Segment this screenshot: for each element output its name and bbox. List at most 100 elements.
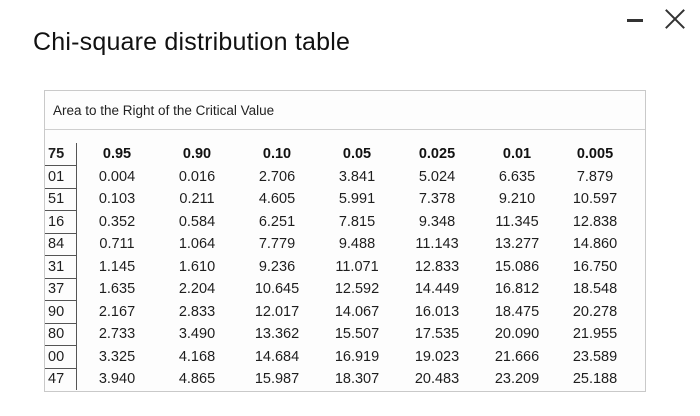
value-cell: 2.733: [98, 326, 136, 343]
value-cell: 7.879: [576, 168, 614, 185]
minimize-icon[interactable]: [624, 8, 646, 30]
table-header-row: 75 0.95 0.90 0.10 0.05 0.025 0.01 0.005: [45, 143, 633, 166]
value-cell: 11.143: [415, 236, 459, 253]
value-cell: 9.348: [418, 213, 456, 230]
value-cell: 7.378: [418, 191, 456, 208]
table-row: 16 0.352 0.584 6.251 7.815 9.348 11.345 12.838: [45, 210, 633, 233]
df-cell: 84: [45, 232, 77, 256]
chi-square-table: 75 0.95 0.90 0.10 0.05 0.025 0.01 0.005 …: [45, 143, 633, 390]
value-cell: 21.666: [494, 348, 540, 365]
value-cell: 20.483: [414, 371, 460, 387]
value-cell: 0.711: [99, 236, 135, 253]
minimize-bar: [627, 19, 643, 22]
value-cell: 18.475: [494, 303, 540, 320]
value-cell: 9.236: [258, 258, 296, 275]
value-cell: 3.490: [178, 326, 216, 343]
value-cell: 5.991: [338, 191, 376, 208]
value-cell: 25.188: [572, 371, 618, 387]
value-cell: 16.919: [334, 348, 380, 365]
value-cell: 9.488: [338, 236, 376, 253]
value-cell: 16.013: [414, 303, 460, 320]
value-cell: 18.307: [334, 371, 380, 387]
value-cell: 12.017: [254, 303, 300, 320]
df-cell: 01: [45, 165, 77, 188]
value-cell: 4.865: [178, 371, 216, 387]
df-cell: 31: [45, 255, 77, 278]
value-cell: 0.352: [98, 213, 136, 230]
value-cell: 14.067: [334, 303, 380, 320]
value-cell: 12.833: [414, 258, 460, 275]
value-cell: 15.987: [254, 371, 300, 387]
value-cell: 17.535: [414, 326, 460, 343]
column-header: 0.10: [262, 146, 292, 163]
value-cell: 14.860: [572, 236, 618, 253]
df-cell: 00: [45, 345, 77, 368]
value-cell: 7.815: [338, 213, 376, 230]
value-cell: 3.940: [98, 371, 136, 387]
table-row: 84 0.711 1.064 7.779 9.488 11.143 13.277 14.860: [45, 232, 633, 256]
value-cell: 16.812: [494, 281, 540, 298]
value-cell: 10.645: [254, 281, 300, 298]
value-cell: 10.597: [572, 191, 618, 208]
df-column-header: 75: [45, 143, 77, 166]
value-cell: 0.584: [178, 213, 216, 230]
value-cell: 12.838: [572, 213, 618, 230]
df-cell: 51: [45, 187, 77, 211]
value-cell: 1.064: [178, 236, 216, 253]
value-cell: 19.023: [414, 348, 460, 365]
close-icon[interactable]: [664, 8, 686, 30]
value-cell: 2.204: [178, 281, 216, 298]
value-cell: 0.211: [179, 191, 215, 208]
column-header: 0.01: [502, 146, 532, 163]
column-header: 0.90: [182, 146, 212, 163]
value-cell: 13.277: [494, 236, 540, 253]
value-cell: 0.103: [98, 191, 136, 208]
df-cell: 90: [45, 300, 77, 323]
value-cell: 20.090: [494, 326, 540, 343]
table-panel: Area to the Right of the Critical Value …: [44, 90, 646, 392]
column-header: 0.025: [418, 146, 456, 163]
value-cell: 11.071: [335, 258, 379, 275]
value-cell: 20.278: [572, 303, 618, 320]
table-row: 37 1.635 2.204 10.645 12.592 14.449 16.812 18.5…: [45, 277, 633, 301]
value-cell: 1.635: [98, 281, 136, 298]
value-cell: 2.833: [178, 303, 216, 320]
value-cell: 21.955: [572, 326, 618, 343]
table-row: 47 3.940 4.865 15.987 18.307 20.483 23.209 25.1…: [45, 367, 633, 390]
value-cell: 5.024: [418, 168, 456, 185]
value-cell: 3.325: [98, 348, 136, 365]
value-cell: 3.841: [338, 168, 376, 185]
value-cell: 16.750: [572, 258, 618, 275]
value-cell: 7.779: [258, 236, 296, 253]
value-cell: 2.167: [98, 303, 136, 320]
df-cell: 47: [45, 367, 77, 390]
table-body: 01 0.004 0.016 2.706 3.841 5.024 6.635 7.879 51 0…: [45, 165, 633, 390]
value-cell: 1.610: [178, 258, 216, 275]
value-cell: 0.016: [178, 168, 216, 185]
value-cell: 18.548: [572, 281, 618, 298]
value-cell: 2.706: [258, 168, 296, 185]
value-cell: 14.684: [254, 348, 300, 365]
value-cell: 4.168: [178, 348, 216, 365]
value-cell: 4.605: [258, 191, 296, 208]
table-row: 01 0.004 0.016 2.706 3.841 5.024 6.635 7.879: [45, 165, 633, 188]
value-cell: 0.004: [98, 168, 136, 185]
panel-header: Area to the Right of the Critical Value: [45, 91, 645, 130]
df-cell: 80: [45, 322, 77, 346]
value-cell: 15.086: [494, 258, 540, 275]
column-header: 0.05: [342, 146, 372, 163]
value-cell: 23.589: [572, 348, 618, 365]
value-cell: 6.251: [258, 213, 296, 230]
value-cell: 15.507: [334, 326, 380, 343]
value-cell: 14.449: [414, 281, 460, 298]
table-row: 80 2.733 3.490 13.362 15.507 17.535 20.090 21.9…: [45, 322, 633, 346]
table-row: 31 1.145 1.610 9.236 11.071 12.833 15.086 16.75…: [45, 255, 633, 278]
value-cell: 1.145: [98, 258, 136, 275]
df-cell: 16: [45, 210, 77, 233]
table-row: 00 3.325 4.168 14.684 16.919 19.023 21.666 23.5…: [45, 345, 633, 368]
column-header: 0.005: [576, 146, 614, 163]
value-cell: 13.362: [254, 326, 300, 343]
value-cell: 23.209: [494, 371, 540, 387]
table-row: 51 0.103 0.211 4.605 5.991 7.378 9.210 10.597: [45, 187, 633, 211]
table-row: 90 2.167 2.833 12.017 14.067 16.013 18.475 20.2…: [45, 300, 633, 323]
